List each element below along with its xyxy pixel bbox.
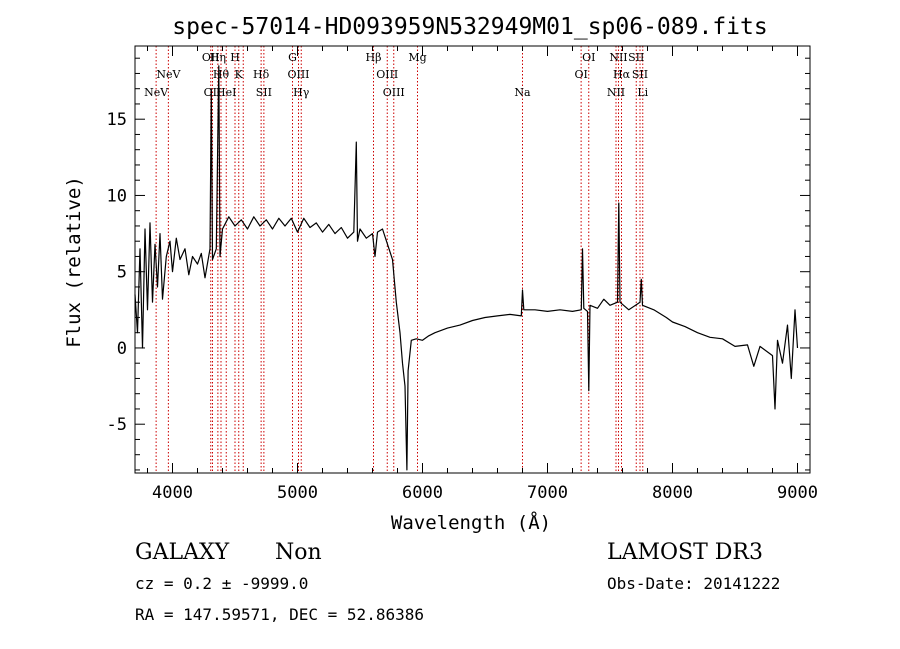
x-tick-label: 4000 [152, 483, 193, 503]
y-tick-label: 15 [107, 110, 127, 130]
y-tick-label: -5 [107, 415, 127, 435]
x-axis-label: Wavelength (Å) [391, 511, 551, 534]
chart-title: spec-57014-HD093959N532949M01_sp06-089.f… [172, 14, 767, 40]
line-marker-label: Li [637, 86, 648, 99]
plot-frame [134, 45, 811, 474]
line-marker-label: OIII [287, 68, 309, 81]
line-marker-label: OI [582, 51, 595, 64]
line-marker-label: OIII [383, 86, 405, 99]
y-tick-label: 10 [107, 186, 127, 206]
line-marker-label: Hα [613, 68, 631, 81]
coordinates-readout: RA = 147.59571, DEC = 52.86386 [135, 605, 424, 624]
object-class: GALAXY [135, 540, 230, 565]
line-marker-label: OII [204, 86, 222, 99]
line-marker-label: OIII [376, 68, 398, 81]
line-marker-label: HeI [216, 86, 236, 99]
line-marker-label: SII [628, 51, 644, 64]
line-marker-label: OII [202, 51, 220, 64]
line-markers [155, 46, 644, 473]
spectrum-trace [134, 65, 799, 471]
line-marker-label: Mg [408, 51, 426, 64]
line-marker-label: Hβ [366, 51, 382, 64]
line-marker-label: OI [574, 68, 587, 81]
axis-ticks: 4000 5000 6000 7000 8000 9000 -5 0 5 10 15 [107, 46, 818, 503]
line-marker-label: NeV [144, 86, 169, 99]
line-marker-label: Hγ [293, 86, 310, 99]
line-marker-label: SII [256, 86, 272, 99]
line-marker-label: NII [607, 86, 625, 99]
survey-name: LAMOST DR3 [607, 540, 763, 565]
line-marker-label: NII [609, 51, 627, 64]
object-subclass: Non [275, 540, 322, 565]
y-axis-label: Flux (relative) [63, 176, 85, 348]
line-marker-label: Hη [210, 51, 226, 64]
line-marker-label: Hθ [213, 68, 230, 81]
spectrum-line [134, 65, 799, 471]
x-tick-label: 9000 [777, 483, 818, 503]
x-tick-label: 5000 [277, 483, 318, 503]
line-marker-label: NeV [156, 68, 181, 81]
line-marker-label: Hδ [253, 68, 270, 81]
line-marker-label: Na [514, 86, 531, 99]
line-marker-label: K [235, 68, 244, 81]
redshift-readout: cz = 0.2 ± -9999.0 [135, 574, 308, 593]
line-marker-label: H [230, 51, 240, 64]
observation-date: Obs-Date: 20141222 [607, 574, 780, 593]
x-tick-label: 6000 [402, 483, 443, 503]
x-tick-label: 8000 [652, 483, 693, 503]
y-tick-label: 5 [117, 263, 127, 283]
x-tick-label: 7000 [527, 483, 568, 503]
line-marker-label: G [288, 51, 297, 64]
line-marker-label: SII [632, 68, 648, 81]
y-tick-label: 0 [117, 339, 127, 359]
